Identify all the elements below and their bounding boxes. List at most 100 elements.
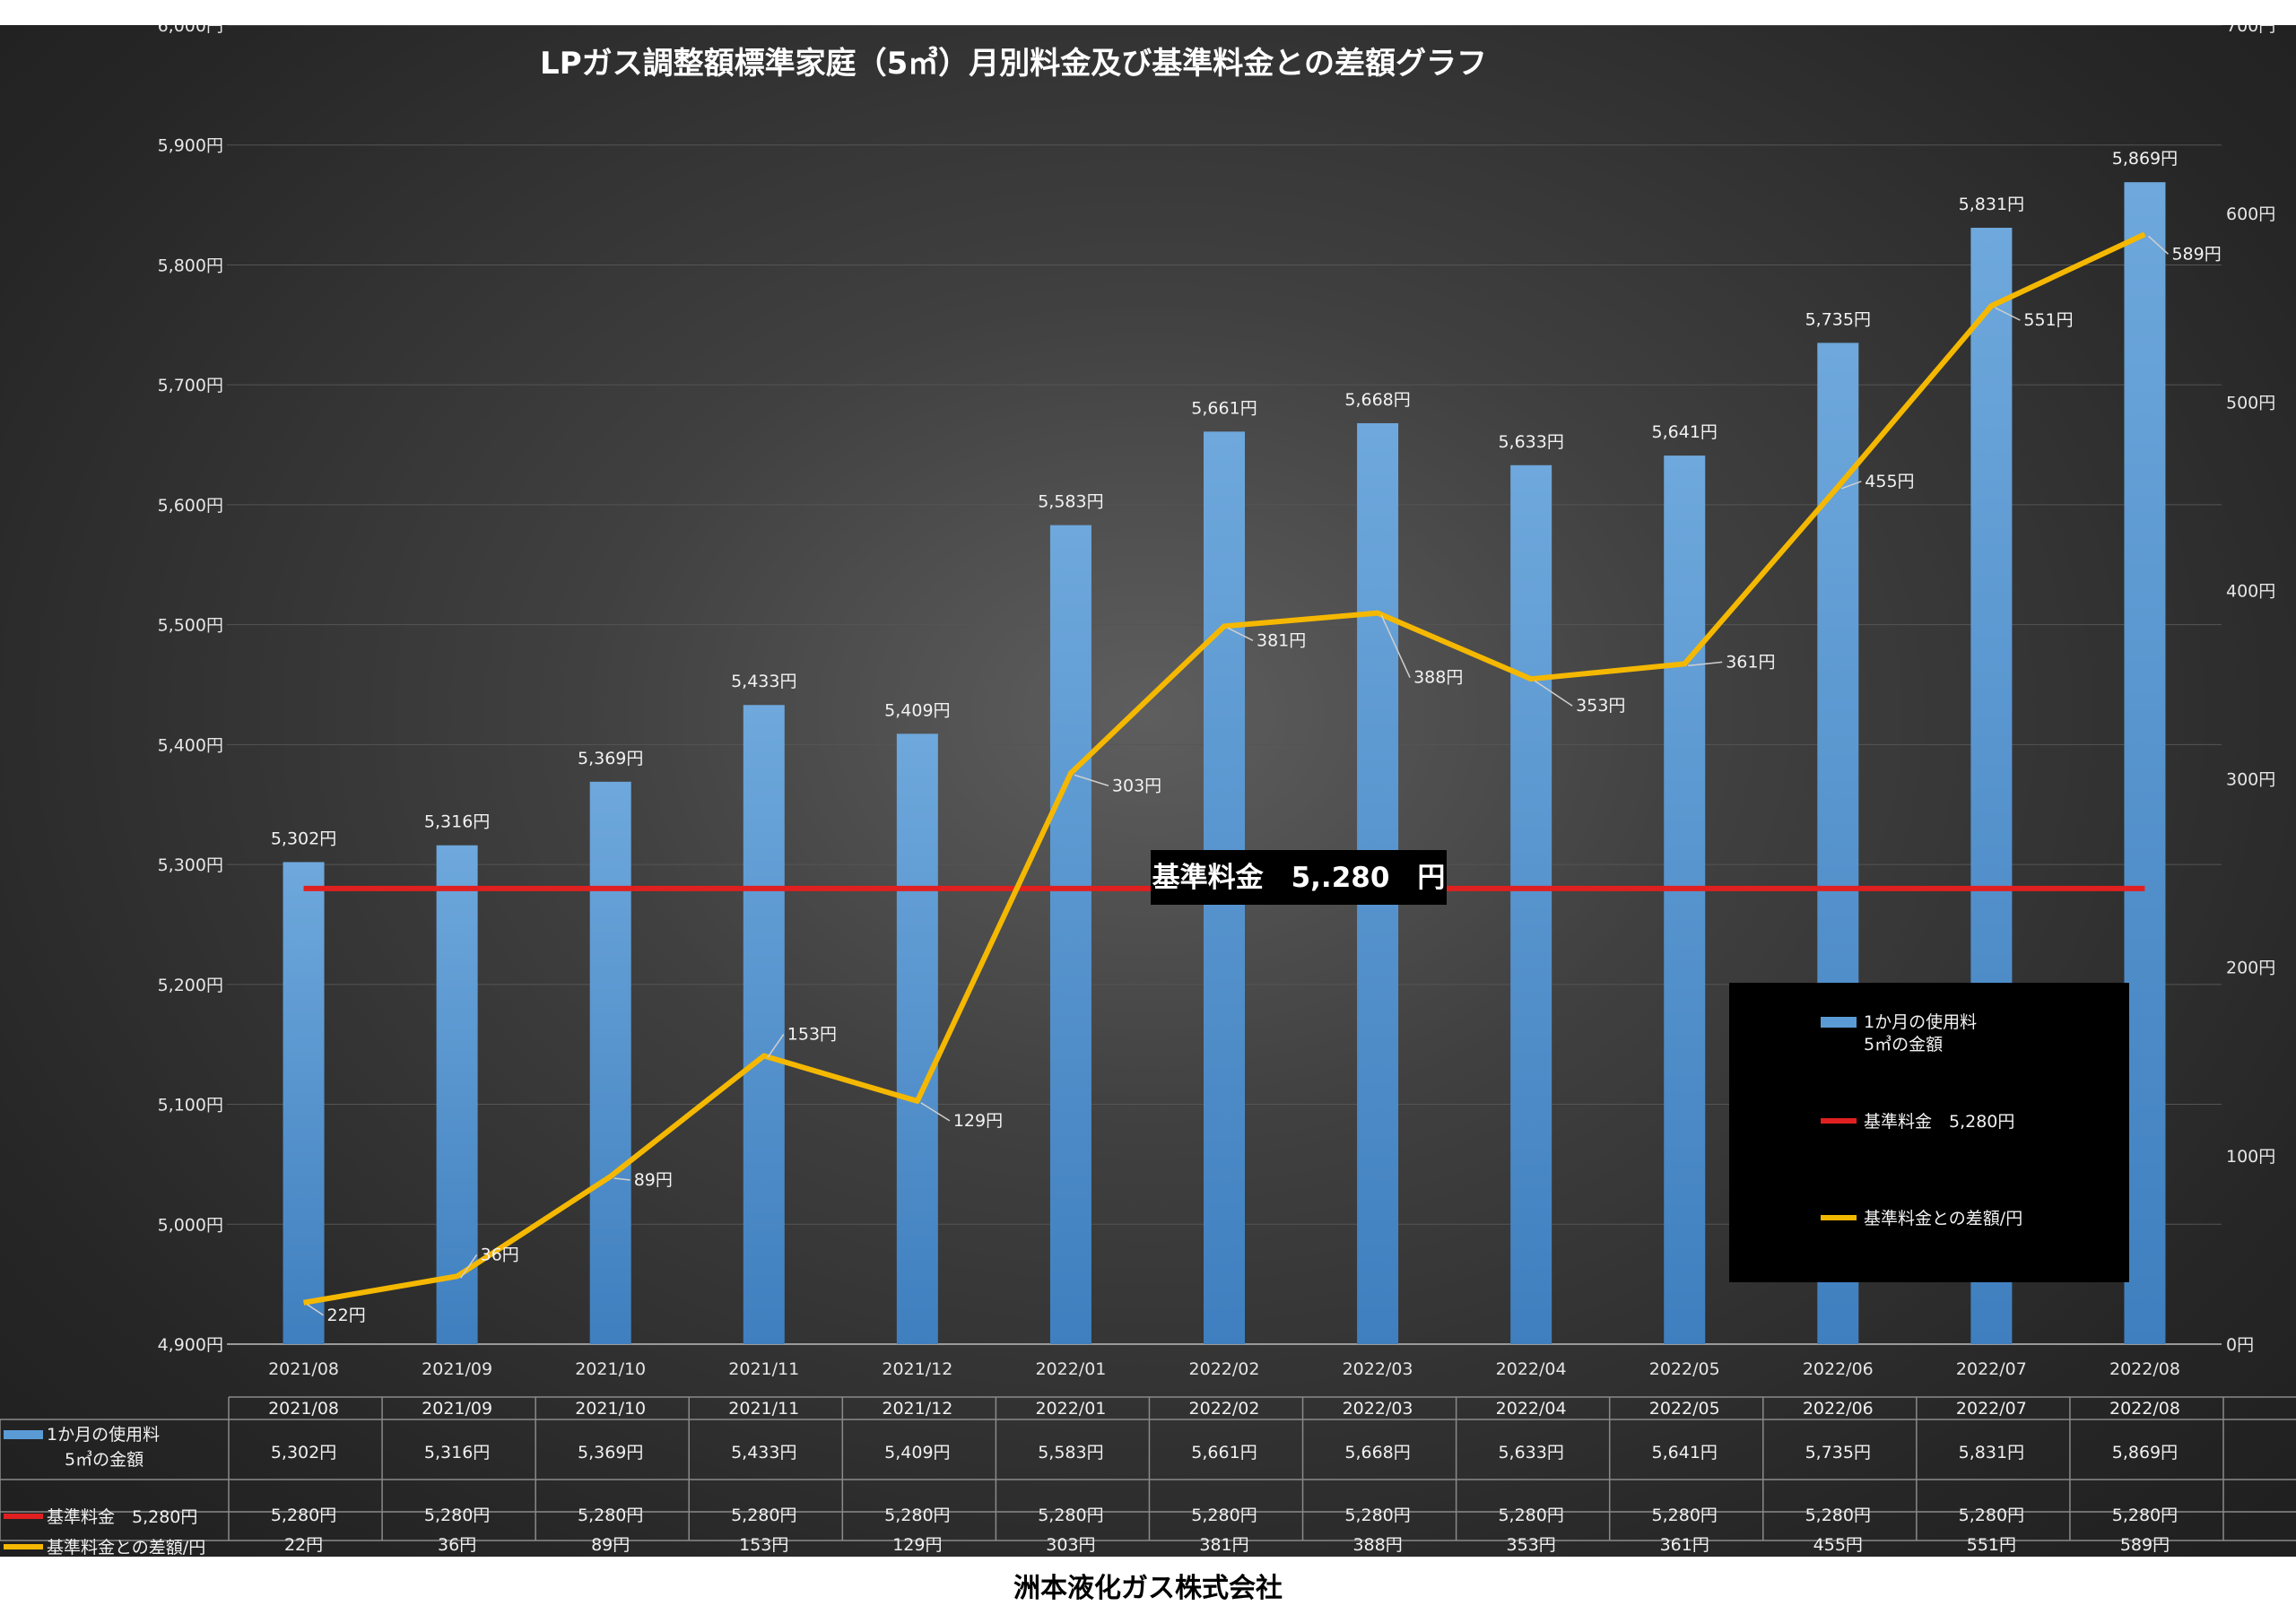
- leader-line: [1380, 614, 1411, 678]
- difference-data-label: 551円: [2023, 310, 2073, 330]
- leader-line: [1841, 481, 1862, 490]
- bar-data-label: 5,316円: [424, 812, 490, 832]
- leader-line: [307, 1304, 324, 1316]
- legend-label: 5㎥の金額: [1864, 1035, 1943, 1055]
- table-header-cell: 2022/05: [1649, 1399, 1720, 1419]
- leader-line: [920, 1102, 951, 1122]
- table-cell: 5,280円: [1498, 1506, 1563, 1525]
- y-left-tick-label: 5,700円: [158, 376, 223, 395]
- bar: [1664, 456, 1706, 1344]
- data-table: 2021/08 5,302円 5,280円 22円 2021/09 5,316円 5,280…: [0, 1396, 2296, 1557]
- y-right-tick-label: 400円: [2226, 581, 2275, 601]
- bar-data-label: 5,302円: [271, 829, 336, 848]
- y-left-tick-label: 5,800円: [158, 256, 223, 275]
- table-row-header: 5㎥の金額: [65, 1450, 144, 1470]
- legend-label: 基準料金 5,280円: [1864, 1112, 2014, 1132]
- table-header-cell: 2021/08: [268, 1399, 339, 1419]
- left-axis: 4,900円 5,000円 5,100円 5,200円 5,300円 5,400円 5,50…: [158, 25, 223, 1355]
- leader-line: [1534, 680, 1573, 707]
- x-axis-label: 2021/12: [882, 1359, 952, 1379]
- leader-line: [767, 1034, 785, 1058]
- leader-line: [613, 1177, 631, 1181]
- y-right-tick-label: 0円: [2226, 1335, 2254, 1355]
- table-header-cell: 2022/08: [2109, 1399, 2180, 1419]
- table-cell: 5,735円: [1805, 1443, 1871, 1462]
- table-cell: 5,869円: [2112, 1443, 2178, 1462]
- table-cell: 353円: [1507, 1535, 1556, 1555]
- table-cell: 5,280円: [578, 1506, 643, 1525]
- x-axis-label: 2021/09: [422, 1359, 492, 1379]
- table-cell: 5,280円: [1191, 1506, 1257, 1525]
- y-left-tick-label: 5,200円: [158, 976, 223, 995]
- x-axis-label: 2021/10: [575, 1359, 646, 1379]
- table-cell: 551円: [1967, 1535, 2016, 1555]
- table-cell: 455円: [1813, 1535, 1863, 1555]
- y-right-tick-label: 700円: [2226, 25, 2275, 36]
- bar-data-label: 5,641円: [1652, 422, 1718, 442]
- chart-area: LPガス調整額標準家庭（5㎥）月別料金及び基準料金との差額グラフ 4,900円 5…: [0, 25, 2296, 1557]
- y-right-tick-label: 600円: [2226, 204, 2275, 224]
- table-header-cell: 2022/03: [1343, 1399, 1413, 1419]
- leader-line: [459, 1254, 478, 1279]
- table-cell: 388円: [1352, 1535, 1402, 1555]
- bar-data-label: 5,668円: [1344, 390, 1410, 410]
- x-axis-label: 2022/06: [1803, 1359, 1874, 1379]
- table-cell: 5,280円: [424, 1506, 490, 1525]
- bar-data-label: 5,583円: [1038, 492, 1103, 512]
- x-axis-label: 2021/11: [728, 1359, 799, 1379]
- table-cell: 381円: [1199, 1535, 1248, 1555]
- table-cell: 5,583円: [1038, 1443, 1103, 1462]
- table-cell: 5,280円: [271, 1506, 336, 1525]
- table-cell: 22円: [284, 1535, 323, 1555]
- leader-line: [1688, 661, 1723, 667]
- table-header-cell: 2021/10: [575, 1399, 646, 1419]
- y-left-tick-label: 5,900円: [158, 136, 223, 156]
- difference-data-label: 22円: [327, 1306, 366, 1325]
- difference-data-label: 361円: [1726, 652, 1775, 672]
- table-header-cell: 2022/04: [1496, 1399, 1567, 1419]
- bar-data-label: 5,735円: [1805, 309, 1871, 329]
- y-left-tick-label: 5,100円: [158, 1096, 223, 1115]
- bar: [896, 733, 938, 1344]
- x-axis-label: 2021/08: [268, 1359, 339, 1379]
- table-cell: 36円: [438, 1535, 476, 1555]
- table-cell: 5,302円: [271, 1443, 336, 1462]
- y-right-tick-label: 200円: [2226, 959, 2275, 978]
- table-cell: 129円: [892, 1535, 942, 1555]
- bar-data-label: 5,409円: [884, 700, 950, 720]
- table-header-cell: 2022/07: [1956, 1399, 2027, 1419]
- table-header-cell: 2021/11: [728, 1399, 799, 1419]
- y-left-tick-label: 5,600円: [158, 496, 223, 516]
- table-cell: 5,633円: [1498, 1443, 1563, 1462]
- legend-swatch-bar: [1821, 1017, 1857, 1028]
- base-fee-annotation: 基準料金 5,.280 円: [1151, 850, 1447, 905]
- table-header-cell: 2022/01: [1035, 1399, 1106, 1419]
- table-header-cell: 2022/06: [1803, 1399, 1874, 1419]
- difference-data-label: 353円: [1576, 696, 1625, 716]
- bar-data-label: 5,633円: [1498, 432, 1563, 452]
- table-header-cell: 2022/02: [1189, 1399, 1260, 1419]
- table-cell: 5,280円: [2112, 1506, 2178, 1525]
- y-right-tick-label: 300円: [2226, 770, 2275, 790]
- table-cell: 5,280円: [731, 1506, 796, 1525]
- difference-data-label: 89円: [634, 1170, 673, 1190]
- difference-data-label: 129円: [953, 1111, 1003, 1131]
- y-right-tick-label: 100円: [2226, 1147, 2275, 1167]
- table-cell: 303円: [1046, 1535, 1095, 1555]
- leader-line: [2147, 235, 2169, 255]
- bar-data-label: 5,661円: [1191, 398, 1257, 418]
- table-header-cell: 2021/12: [882, 1399, 952, 1419]
- y-left-tick-label: 5,400円: [158, 735, 223, 755]
- x-axis-label: 2022/04: [1496, 1359, 1567, 1379]
- table-header-cell: 2021/09: [422, 1399, 492, 1419]
- bar: [436, 845, 478, 1344]
- table-cell: 5,409円: [884, 1443, 950, 1462]
- chart-title: LPガス調整額標準家庭（5㎥）月別料金及び基準料金との差額グラフ: [540, 46, 1487, 82]
- x-axis-label: 2022/08: [2109, 1359, 2180, 1379]
- right-axis: 0円 100円 200円 300円 400円 500円 600円 700円: [2226, 25, 2275, 1355]
- table-swatch-bar: [4, 1430, 43, 1439]
- bar: [1049, 525, 1091, 1344]
- difference-data-label: 381円: [1257, 630, 1306, 650]
- difference-data-label: 36円: [481, 1245, 519, 1264]
